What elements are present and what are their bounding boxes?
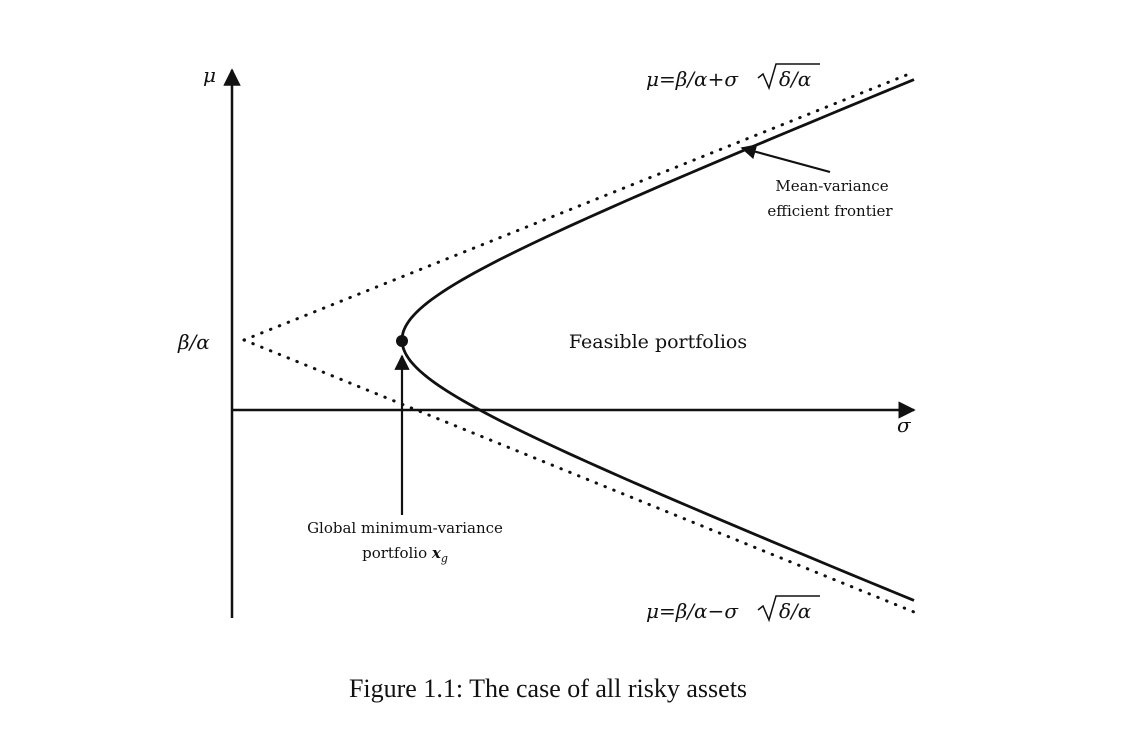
gmv-symbol: x: [431, 544, 442, 562]
figure-caption: Figure 1.1: The case of all risky assets: [349, 674, 747, 703]
gmv-label-line2: portfolio xg: [362, 544, 448, 565]
gmv-label-text: portfolio: [362, 544, 432, 562]
mu-axis-label: μ: [203, 63, 216, 87]
gmv-label-line1: Global minimum-variance: [307, 519, 503, 537]
lower-asymptote-line: [242, 338, 916, 614]
upper-equation-radical: δ/α: [779, 67, 812, 91]
lower-asymptote-equation: μ=β/α−σ δ/α: [646, 595, 820, 623]
lower-radical-sign: [757, 595, 820, 623]
lower-equation-radical: δ/α: [779, 599, 812, 623]
gmv-point: [396, 335, 408, 347]
frontier-label-line1: Mean-variance: [775, 177, 888, 195]
upper-radical-sign: [757, 63, 820, 91]
upper-asymptote-equation: μ=β/α+σ δ/α: [646, 63, 820, 91]
lower-equation-prefix: μ=β/α−σ: [646, 599, 739, 623]
upper-asymptote-line: [242, 70, 916, 342]
frontier-label-line2: efficient frontier: [767, 202, 893, 220]
frontier-arrow: [740, 144, 831, 174]
sigma-axis-label: σ: [897, 413, 912, 437]
upper-equation-prefix: μ=β/α+σ: [646, 67, 739, 91]
intercept-label: β/α: [177, 330, 210, 354]
gmv-subscript: g: [441, 552, 448, 565]
feasible-portfolios-label: Feasible portfolios: [569, 331, 747, 353]
